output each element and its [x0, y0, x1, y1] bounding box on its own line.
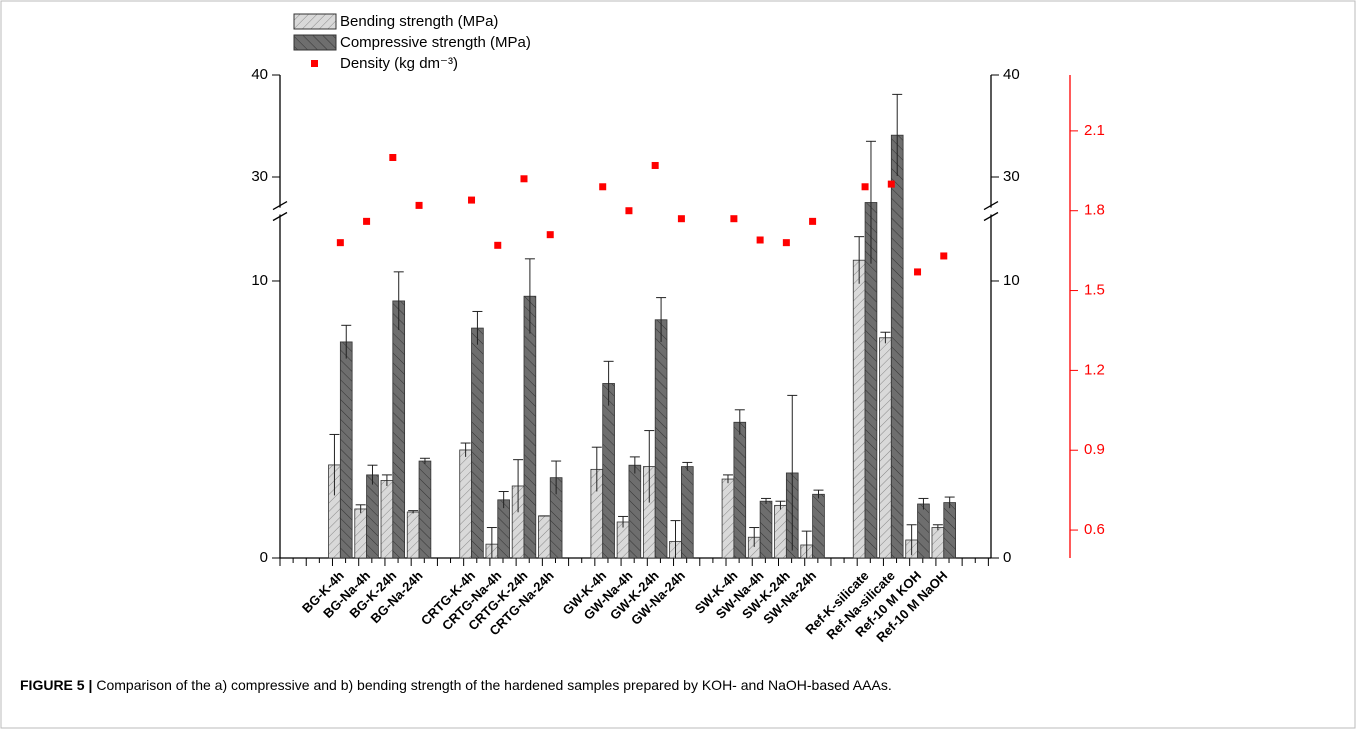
y-tick-label: 40 [251, 66, 268, 83]
y2-tick-label: 1.2 [1084, 361, 1105, 378]
bar [538, 515, 551, 559]
density-marker [914, 268, 922, 276]
bar [523, 295, 537, 559]
density-marker [677, 215, 685, 223]
density-marker [651, 161, 659, 169]
bar [759, 500, 773, 559]
bar [654, 319, 668, 559]
y2-tick-label: 2.1 [1084, 122, 1105, 139]
axis-break [983, 211, 999, 222]
bar [459, 449, 472, 559]
bar [392, 300, 406, 559]
bar [890, 134, 904, 559]
bar [366, 474, 379, 559]
bar [497, 499, 510, 559]
bar [931, 527, 945, 559]
density-marker [494, 241, 502, 249]
density-marker [520, 175, 528, 183]
y2-tick-label: 0.6 [1084, 521, 1105, 538]
density-marker [809, 217, 817, 225]
density-marker [363, 217, 371, 225]
density-marker [389, 153, 397, 161]
density-marker [861, 183, 869, 191]
bar [812, 493, 825, 559]
y-tick-label: 40 [1003, 66, 1020, 83]
y-tick-label: 30 [1003, 168, 1020, 185]
density-marker [887, 180, 895, 188]
legend-swatch [293, 34, 337, 51]
bar [339, 341, 353, 559]
y2-tick-label: 1.5 [1084, 282, 1105, 299]
density-marker [336, 239, 344, 247]
bar [852, 259, 866, 559]
bar [681, 466, 694, 559]
bar [406, 511, 420, 559]
density-marker [625, 207, 633, 215]
density-marker [940, 252, 948, 260]
y-tick-label: 10 [1003, 272, 1020, 289]
bar [354, 508, 367, 559]
bar [879, 337, 892, 559]
y2-tick-label: 0.9 [1084, 441, 1105, 458]
bar [380, 480, 394, 559]
density-marker [730, 215, 738, 223]
bar [602, 383, 615, 559]
bar [721, 478, 735, 559]
legend-swatch [293, 13, 337, 30]
bar [943, 502, 956, 559]
axis-break [272, 201, 288, 211]
legend-swatch [311, 60, 318, 67]
y-tick-label: 0 [260, 549, 268, 566]
y2-tick-label: 1.8 [1084, 202, 1105, 219]
bar [733, 421, 747, 559]
bar [628, 464, 642, 559]
density-marker [599, 183, 607, 191]
y-tick-label: 10 [251, 272, 268, 289]
legend-label: Density (kg dm⁻³) [340, 55, 458, 72]
caption-label: FIGURE 5 | [20, 677, 92, 693]
density-marker [756, 236, 764, 244]
bar [471, 327, 484, 559]
density-marker [782, 239, 790, 247]
caption-text: Comparison of the a) compressive and b) … [96, 677, 891, 693]
bar [917, 503, 930, 559]
legend-label: Compressive strength (MPa) [340, 34, 531, 51]
bar [418, 460, 432, 559]
bar [774, 504, 787, 559]
density-marker [546, 231, 554, 239]
legend-label: Bending strength (MPa) [340, 13, 498, 30]
density-marker [415, 201, 423, 209]
y-tick-label: 30 [251, 168, 268, 185]
axis-break [983, 201, 999, 211]
y-tick-label: 0 [1003, 549, 1011, 566]
density-marker [468, 196, 476, 204]
axis-break [272, 211, 288, 222]
caption: FIGURE 5 | Comparison of the a) compressi… [20, 677, 892, 693]
